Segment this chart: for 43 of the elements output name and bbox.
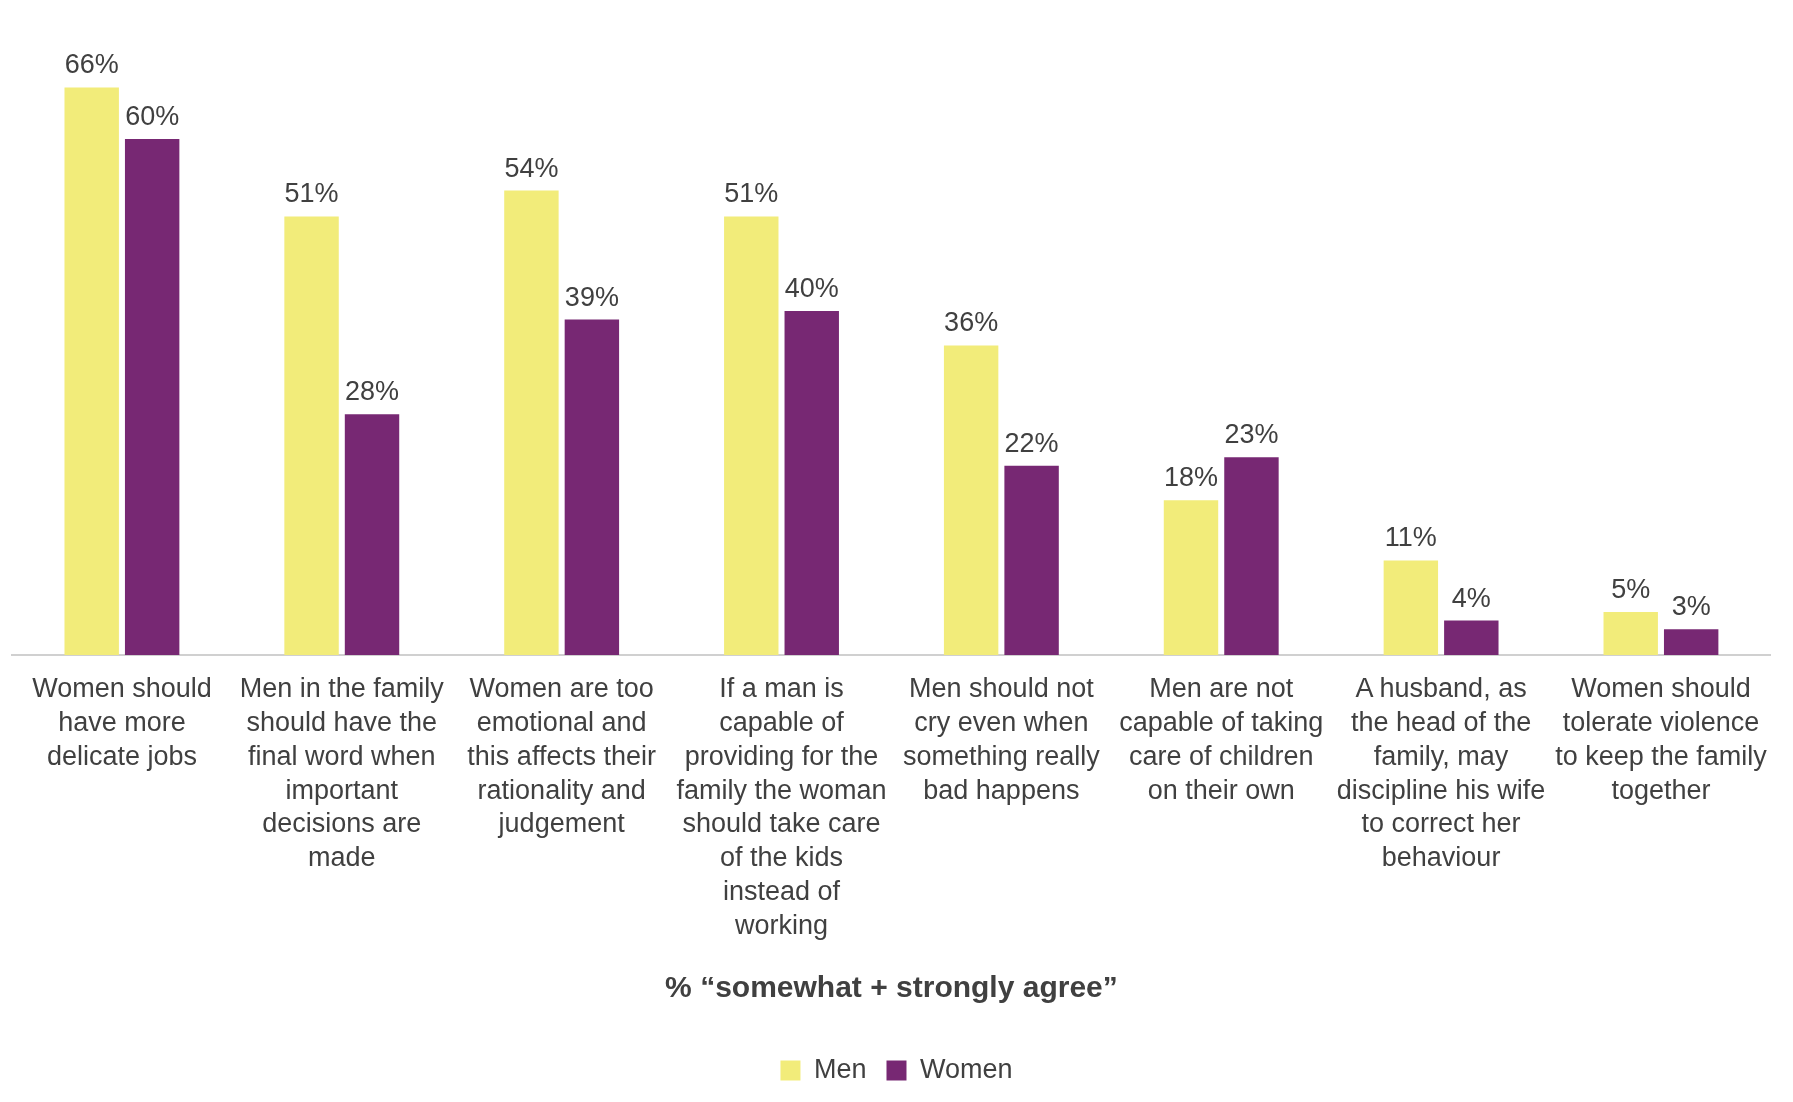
bar (1224, 457, 1279, 655)
data-label: 23% (1224, 419, 1279, 450)
bar (284, 216, 339, 655)
data-label: 4% (1451, 582, 1491, 613)
data-label: 11% (1384, 522, 1437, 553)
x-tick-label: Women should have more delicate jobs (32, 673, 212, 771)
data-label: 51% (284, 178, 339, 209)
legend-label: Men (813, 1053, 867, 1084)
bar (724, 216, 779, 655)
data-label: 54% (504, 152, 559, 183)
data-label: 51% (724, 178, 779, 209)
bar (564, 319, 620, 655)
bar (344, 414, 400, 655)
x-tick-label: Men are not capable of taking care of children on their own (1119, 673, 1324, 805)
x-tick-label: Men in the family should have the final word when important decisions are made (239, 673, 445, 873)
bar (784, 311, 839, 655)
bar (1383, 560, 1439, 655)
data-label: 3% (1671, 591, 1711, 622)
x-axis-title: % “somewhat + strongly agree” (665, 970, 1118, 1004)
data-label: 66% (64, 49, 119, 80)
data-label: 18% (1163, 462, 1219, 493)
x-tick-label: Women should tolerate violence to keep the family together (1555, 673, 1768, 805)
bar (1444, 620, 1499, 655)
data-label: 36% (944, 307, 999, 338)
bar (1004, 465, 1059, 655)
data-label: 28% (345, 376, 400, 407)
data-label: 60% (125, 100, 180, 131)
bar (1603, 612, 1658, 655)
bar (124, 139, 180, 655)
x-tick-label: If a man is capable of providing for the family the woman should take care of the kids instead of working (676, 673, 887, 940)
x-tick-label: Women are too emotional and this affects their rationality and judgement (467, 673, 656, 839)
bar (1663, 629, 1719, 655)
bar (1163, 500, 1219, 655)
bar (943, 345, 999, 655)
data-label: 40% (784, 272, 839, 303)
x-tick-label: A husband, as the head of the family, may discipline his wife to correct her behaviour (1336, 673, 1546, 873)
bar (64, 87, 119, 655)
x-tick-label: Men should not cry even when something really bad happens (903, 673, 1101, 805)
data-label: 39% (564, 281, 619, 312)
legend-label: Women (919, 1053, 1013, 1084)
data-label: 5% (1611, 573, 1651, 604)
data-label: 22% (1004, 427, 1059, 458)
bar (504, 190, 559, 655)
